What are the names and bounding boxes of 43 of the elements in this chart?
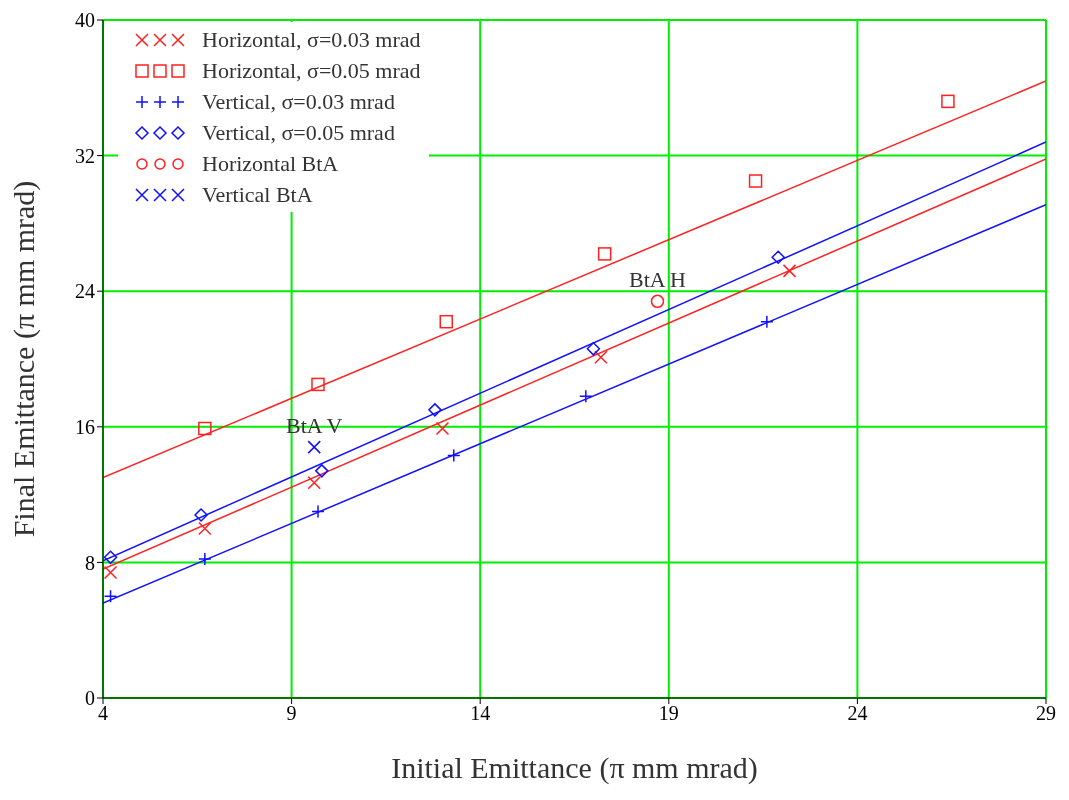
- legend-label: Horizontal, σ=0.03 mrad: [202, 26, 421, 53]
- point: [782, 264, 797, 278]
- x-tick-label: 4: [98, 702, 108, 725]
- point: [586, 342, 601, 356]
- point: [307, 440, 321, 454]
- legend-label: Horizontal, σ=0.05 mrad: [202, 57, 421, 84]
- point: [194, 508, 208, 522]
- point: [435, 421, 450, 436]
- point: [650, 294, 665, 309]
- x-axis-title: Initial Emittance (π mm mrad): [391, 751, 758, 785]
- point: [315, 464, 329, 478]
- point: [771, 250, 785, 265]
- x-tick-label: 24: [847, 702, 868, 725]
- y-tick-label: 40: [75, 9, 95, 32]
- point: [748, 174, 763, 188]
- point: [198, 421, 212, 436]
- point: [447, 448, 461, 463]
- y-tick-label: 0: [85, 687, 95, 710]
- y-axis-title: Final Emittance (π mm mrad): [6, 180, 41, 538]
- point: [594, 350, 608, 365]
- point: [597, 247, 612, 261]
- point: [428, 403, 442, 417]
- x-tick-label: 29: [1036, 702, 1056, 725]
- legend-label: Vertical BtA: [202, 181, 313, 208]
- point: [311, 504, 325, 519]
- point: [439, 314, 453, 329]
- y-tick-label: 16: [75, 415, 95, 438]
- point: [311, 377, 325, 392]
- point: [307, 475, 321, 490]
- y-tick-label: 32: [75, 144, 95, 167]
- x-tick-label: 14: [470, 702, 491, 725]
- legend-label: Vertical, σ=0.03 mrad: [202, 88, 395, 115]
- point: [941, 94, 955, 109]
- point: [103, 550, 118, 565]
- y-tick-label: 8: [85, 551, 95, 574]
- legend-label: Vertical, σ=0.05 mrad: [202, 119, 395, 146]
- point: [103, 589, 118, 604]
- x-tick-label: 9: [286, 702, 297, 725]
- legend-label: Horizontal BtA: [202, 150, 339, 177]
- annotation: BtA H: [629, 267, 687, 293]
- x-tick-label: 19: [658, 702, 679, 725]
- y-tick-label: 24: [75, 280, 95, 303]
- point: [198, 521, 212, 536]
